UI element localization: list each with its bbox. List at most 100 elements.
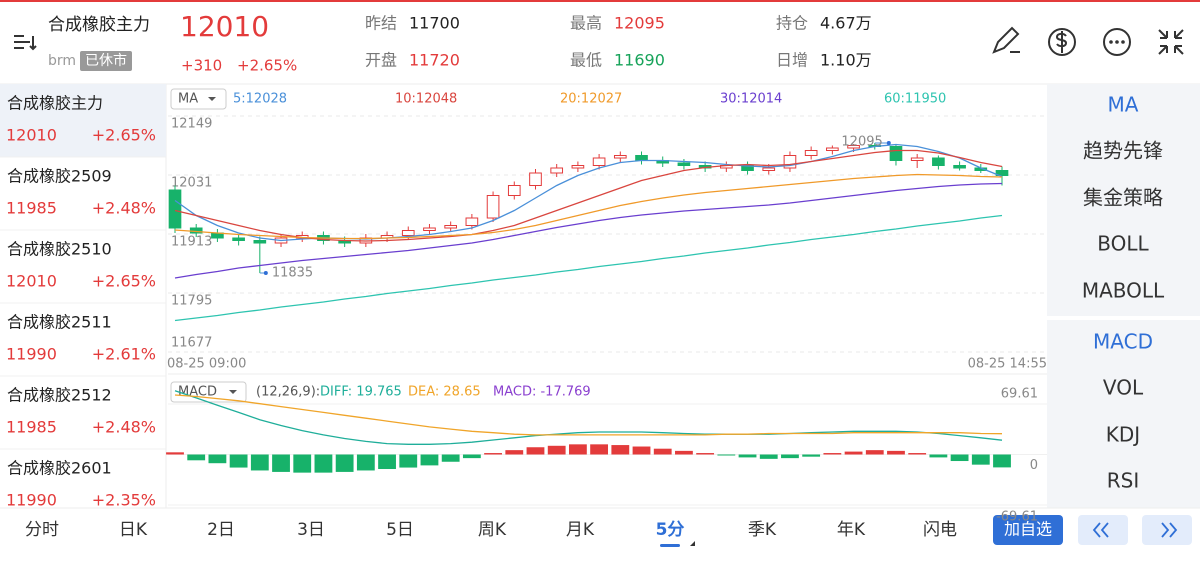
y2-tick-label: -69.61 bbox=[996, 510, 1038, 525]
period-tab[interactable]: 年K bbox=[837, 520, 866, 540]
diff-legend: DIFF: 19.765 bbox=[320, 385, 402, 400]
contract-name[interactable]: 合成橡胶2601 bbox=[7, 459, 112, 478]
macd-bar bbox=[929, 454, 948, 458]
macd-params: (12,26,9): bbox=[256, 385, 320, 400]
currency-glyph bbox=[1055, 31, 1068, 53]
stat-value: 11690 bbox=[614, 51, 665, 70]
period-tab[interactable]: 2日 bbox=[207, 520, 235, 540]
menu-icon[interactable] bbox=[14, 35, 37, 51]
stat-label: 持仓 bbox=[776, 14, 808, 33]
contract-name[interactable]: 合成橡胶2509 bbox=[7, 167, 112, 186]
macd-bar bbox=[844, 451, 863, 455]
add-button-label: 加自选 bbox=[1004, 520, 1052, 539]
period-tab[interactable]: 分时 bbox=[25, 520, 59, 540]
macd-bar bbox=[378, 454, 396, 470]
stat-value: 11700 bbox=[409, 14, 460, 33]
more-icon[interactable] bbox=[1103, 28, 1131, 56]
macd-bar bbox=[696, 453, 715, 455]
shrink-icon[interactable] bbox=[1158, 29, 1184, 55]
high-dot bbox=[886, 141, 891, 145]
contract-name[interactable]: 合成橡胶2511 bbox=[7, 313, 112, 332]
macd-bar bbox=[356, 454, 375, 471]
indicator-name: MA bbox=[178, 92, 198, 107]
candle-body bbox=[677, 162, 691, 166]
indicator-option[interactable]: BOLL bbox=[1097, 232, 1149, 256]
selected-row bbox=[0, 84, 166, 157]
indicator-option[interactable]: 趋势先锋 bbox=[1083, 139, 1163, 163]
contract-change: +2.35% bbox=[92, 491, 156, 510]
period-tab[interactable]: 3日 bbox=[297, 520, 325, 540]
contract-name[interactable]: 合成橡胶主力 bbox=[7, 94, 103, 113]
macd-bar bbox=[441, 454, 460, 462]
candle-body bbox=[486, 195, 500, 219]
macd-bar bbox=[166, 452, 184, 455]
candle-body bbox=[465, 217, 479, 226]
contract-change: +2.48% bbox=[92, 199, 156, 218]
macd-bar bbox=[526, 447, 545, 455]
macd-bar bbox=[823, 453, 842, 455]
macd-bar bbox=[314, 454, 333, 473]
candle-body bbox=[826, 147, 839, 151]
indicator-option[interactable]: 集金策略 bbox=[1083, 186, 1163, 210]
macd-bar bbox=[950, 454, 969, 462]
ma-legend: 5:12028 bbox=[233, 92, 287, 107]
add-button[interactable] bbox=[993, 515, 1063, 545]
dropdown-caret bbox=[229, 390, 237, 394]
candle-body bbox=[401, 230, 415, 236]
macd-bar bbox=[802, 454, 821, 457]
indicator-option[interactable]: MABOLL bbox=[1082, 279, 1165, 303]
candle-body bbox=[529, 172, 542, 186]
ma-line bbox=[174, 149, 1003, 242]
period-tab[interactable]: 5分 bbox=[656, 520, 685, 540]
contract-price: 12010 bbox=[6, 126, 57, 145]
macd-legend: MACD: -17.769 bbox=[493, 385, 591, 400]
macd-bar bbox=[505, 450, 524, 455]
macd-bar bbox=[590, 444, 609, 455]
candle-body bbox=[550, 167, 564, 174]
contract-name[interactable]: 合成橡胶2510 bbox=[7, 240, 112, 259]
indicator-option[interactable]: MACD bbox=[1093, 330, 1153, 354]
period-tab[interactable]: 闪电 bbox=[923, 520, 957, 540]
stat-value: 1.10万 bbox=[820, 51, 872, 70]
indicator-option[interactable]: RSI bbox=[1107, 469, 1140, 493]
indicator-option[interactable]: MA bbox=[1108, 93, 1139, 117]
stat-label: 日增 bbox=[776, 51, 808, 70]
indicator-option[interactable]: VOL bbox=[1103, 376, 1144, 400]
low-label: 11835 bbox=[272, 266, 313, 281]
currency-icon[interactable] bbox=[1048, 28, 1076, 56]
candle-body bbox=[995, 170, 1009, 176]
draw-icon[interactable] bbox=[992, 26, 1020, 54]
ma-legend: 60:11950 bbox=[884, 92, 946, 107]
period-tab[interactable]: 日K bbox=[119, 520, 148, 540]
y-tick-label: 12031 bbox=[171, 176, 212, 191]
indicator-separator bbox=[1047, 316, 1200, 320]
low-dot bbox=[263, 271, 268, 275]
stat-label: 昨结 bbox=[365, 14, 397, 33]
contract-change: +2.65% bbox=[92, 272, 156, 291]
macd-bar bbox=[208, 454, 227, 464]
menu-glyph bbox=[14, 35, 37, 51]
stat-value: 4.67万 bbox=[820, 14, 872, 33]
indicator-option[interactable]: KDJ bbox=[1106, 423, 1140, 447]
ma-legend: 30:12014 bbox=[720, 92, 782, 107]
dropdown-caret bbox=[208, 97, 216, 101]
period-tab[interactable]: 季K bbox=[748, 520, 777, 540]
y-tick-label: 11795 bbox=[171, 294, 212, 309]
macd-bar bbox=[547, 445, 566, 455]
candle-body bbox=[423, 227, 436, 231]
macd-bar bbox=[908, 453, 927, 455]
ma-line bbox=[174, 214, 1003, 322]
indicator-select[interactable] bbox=[170, 88, 227, 110]
macd-bar bbox=[229, 454, 248, 468]
period-tab[interactable]: 月K bbox=[566, 520, 595, 540]
macd-bar bbox=[250, 454, 269, 471]
period-tab[interactable]: 5日 bbox=[386, 520, 414, 540]
period-tab[interactable]: 周K bbox=[478, 520, 507, 540]
macd-bar bbox=[759, 454, 778, 459]
high-label: 12095 bbox=[841, 135, 882, 150]
contract-code: brm bbox=[48, 53, 76, 69]
contract-price: 11985 bbox=[6, 199, 57, 218]
candle-body bbox=[571, 165, 585, 169]
dea-line bbox=[174, 394, 1003, 436]
contract-name[interactable]: 合成橡胶2512 bbox=[7, 386, 112, 405]
